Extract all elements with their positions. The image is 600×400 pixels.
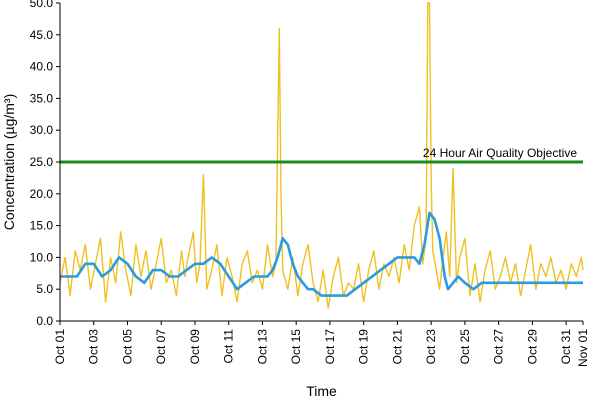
y-tick-label: 0.0 xyxy=(36,314,53,328)
y-tick-label: 10.0 xyxy=(30,250,54,264)
y-tick-label: 20.0 xyxy=(30,187,54,201)
x-tick-label: Oct 25 xyxy=(458,329,472,365)
x-tick-label: Oct 13 xyxy=(255,329,269,365)
y-tick-label: 50.0 xyxy=(30,0,54,10)
x-tick-label: Oct 21 xyxy=(390,329,404,365)
x-tick-label: Oct 11 xyxy=(222,329,236,364)
x-tick-label: Nov 01 xyxy=(576,329,590,367)
rolling-average-line xyxy=(60,211,583,297)
y-axis-title: Concentration (µg/m³) xyxy=(1,94,17,230)
x-tick-label: Oct 31 xyxy=(559,329,573,365)
x-tick-label: Oct 05 xyxy=(120,329,134,365)
x-tick-label: Oct 15 xyxy=(289,329,303,365)
x-tick-label: Oct 17 xyxy=(323,329,337,365)
y-tick-label: 25.0 xyxy=(30,155,54,169)
objective-label: 24 Hour Air Quality Objective xyxy=(423,146,577,160)
x-tick-label: Oct 09 xyxy=(188,329,202,365)
y-tick-label: 40.0 xyxy=(30,60,54,74)
y-tick-label: 30.0 xyxy=(30,123,54,137)
x-tick-label: Oct 29 xyxy=(525,329,539,365)
y-axis-ticks: 0.0 5.0 10.0 15.0 20.0 25.0 30.0 35.0 40.0 45.0 50… xyxy=(30,0,60,328)
hourly-concentration-line xyxy=(59,2,584,309)
x-tick-label: Oct 19 xyxy=(357,329,371,365)
x-tick-label: Oct 01 xyxy=(53,329,67,365)
y-tick-label: 5.0 xyxy=(36,282,53,296)
x-tick-label: Oct 07 xyxy=(154,329,168,365)
x-tick-label: Oct 03 xyxy=(87,329,101,365)
series-layer xyxy=(59,2,584,309)
x-axis-ticks: Oct 01 Oct 03 Oct 05 Oct 07 Oct 09 Oct 11 Oct … xyxy=(53,321,590,367)
x-tick-label: Oct 27 xyxy=(492,329,506,365)
y-tick-label: 15.0 xyxy=(30,219,54,233)
x-tick-label: Oct 23 xyxy=(424,329,438,365)
y-tick-label: 45.0 xyxy=(30,28,54,42)
y-tick-label: 35.0 xyxy=(30,91,54,105)
x-axis-title: Time xyxy=(306,383,337,399)
